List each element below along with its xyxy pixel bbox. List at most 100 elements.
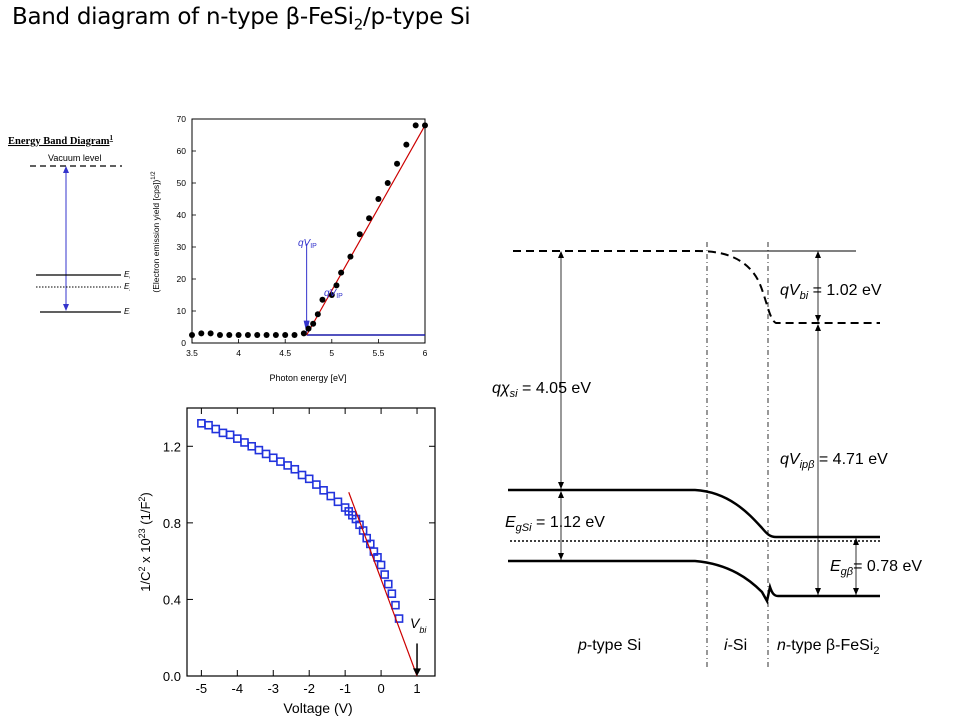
cv-data-point: [254, 445, 264, 455]
yield-data-point: [244, 332, 251, 338]
egsi-arrow-head-bottom: [558, 553, 564, 560]
egsi-label: EgSi = 1.12 eV: [505, 514, 605, 534]
yield-plot-frame: [191, 118, 426, 344]
vbi-arrow-head-bottom: [815, 315, 821, 322]
cv-data-point: [240, 438, 249, 447]
yield-data-point: [319, 296, 326, 303]
cv-data-point: [304, 474, 314, 484]
yield-data-point: [333, 282, 340, 289]
cv-data-point: [276, 457, 285, 466]
yield-data-point: [422, 122, 428, 129]
yield-data-point: [300, 330, 307, 337]
yield-data-point: [235, 332, 242, 338]
yield-y-tick-label: 50: [177, 178, 187, 188]
title-tail: /p-type Si: [363, 4, 471, 30]
cv-data-point: [197, 419, 206, 428]
cv-data-point: [383, 579, 393, 589]
cv-y-tick-label: 0.8: [163, 516, 181, 531]
region-label-i-si: i-Si: [724, 637, 747, 654]
yield-x-tick-label: 3.5: [186, 348, 198, 358]
cv-data-point: [391, 600, 400, 610]
yield-data-point: [207, 330, 214, 337]
cv-x-tick-label: -3: [267, 681, 279, 696]
yield-data-point: [198, 330, 205, 337]
egb-arrow-head-top: [853, 538, 859, 545]
cv-x-tick-label: -2: [303, 681, 315, 696]
yield-x-tick-label: 4.5: [279, 348, 291, 358]
yield-fit-line: [306, 125, 426, 336]
yield-data-point: [216, 332, 223, 338]
yield-data-point: [356, 231, 363, 238]
chi-label: qχsi = 4.05 eV: [492, 380, 591, 400]
egb-label: Egβ= 0.78 eV: [830, 558, 922, 578]
yield-y-tick-label: 0: [181, 338, 186, 348]
cv-y-tick-label: 0.4: [163, 592, 181, 607]
cv-data-point: [211, 424, 221, 434]
yield-data-point: [338, 269, 345, 276]
cv-x-tick-label: -5: [196, 681, 208, 696]
vip-arrow-head-bottom: [815, 588, 821, 595]
yield-data-point: [384, 180, 391, 186]
yield-y-tick-label: 20: [177, 274, 187, 284]
cv-data-point: [297, 470, 307, 480]
yield-y-tick-label: 10: [177, 306, 187, 316]
title-main: Band diagram of n-type β-FeSi: [12, 4, 354, 30]
cv-data-point: [319, 486, 328, 495]
yield-data-point: [254, 332, 261, 338]
cv-data-point: [218, 428, 228, 438]
yield-x-tick-label: 6: [423, 348, 428, 358]
vacuum-level-curve: [513, 250, 880, 324]
cv-data-point: [326, 491, 336, 501]
yield-data-point: [310, 320, 317, 327]
yield-data-point: [189, 332, 195, 338]
vacuum-level-label: Vacuum level: [48, 153, 101, 163]
yield-data-point: [263, 332, 270, 338]
conduction-band: [508, 488, 880, 539]
energy-band-heading: Energy Band Diagram1: [8, 134, 114, 147]
cv-data-point: [233, 434, 242, 443]
yield-data-point: [412, 122, 419, 129]
egb-arrow-head-bottom: [853, 588, 859, 595]
ip-arrow-head-bottom: [63, 304, 69, 311]
chi-arrow-head-top: [558, 251, 564, 258]
yield-data-point: [366, 215, 373, 222]
slide-title: Band diagram of n-type β-FeSi2/p-type Si: [12, 4, 471, 34]
yield-x-axis-label: Photon energy [eV]: [269, 373, 346, 383]
cv-data-point: [380, 570, 389, 579]
cv-fit-line: [348, 492, 418, 677]
ev-label: Ev: [124, 307, 130, 318]
yield-data-point: [403, 141, 410, 148]
cv-y-axis-label: 1/C2 x 1023 (1/F2): [137, 492, 153, 592]
cv-data-point: [387, 589, 397, 598]
ef-label: Ef: [124, 282, 130, 293]
heterojunction-band-diagram: qχsi = 4.05 eV qVbi = 1.02 eV qVipβ = 4.…: [492, 242, 922, 670]
vbi-arrow-head-top: [815, 251, 821, 258]
cv-x-tick-label: -1: [339, 681, 351, 696]
cv-x-tick-label: -4: [232, 681, 244, 696]
energy-band-diagram-image: Energy Band Diagram1 Vacuum level Ec Ef …: [0, 128, 130, 356]
qvip-annotation-2: qVIP: [324, 288, 343, 300]
vbi-arrow-head: [413, 668, 422, 676]
yield-data-point: [347, 253, 354, 260]
egsi-arrow-head-top: [558, 491, 564, 498]
cv-data-point: [261, 449, 271, 459]
yield-data-point: [282, 332, 289, 338]
cv-data-point: [290, 464, 300, 474]
title-subscript: 2: [353, 15, 364, 34]
cv-data-point: [312, 480, 321, 489]
yield-y-tick-label: 70: [177, 114, 187, 124]
chi-arrow-head-bottom: [558, 482, 564, 489]
yield-y-tick-label: 30: [177, 242, 187, 252]
cv-data-point: [268, 453, 278, 463]
yield-y-axis-label: (Electron emission yield [cps])1/2: [151, 171, 161, 293]
cv-x-axis-label: Voltage (V): [283, 700, 352, 716]
yield-x-tick-label: 4: [236, 348, 241, 358]
yield-data-point: [314, 311, 321, 318]
region-label-n-fesi2: n-type β-FeSi2: [777, 637, 879, 657]
ip-arrow-head-top: [63, 166, 69, 173]
region-label-p-si: p-type Si: [577, 637, 641, 654]
vip-arrow-head-top: [815, 324, 821, 331]
vbi-band-label: qVbi = 1.02 eV: [780, 282, 882, 302]
cv-x-tick-label: 0: [377, 681, 384, 696]
